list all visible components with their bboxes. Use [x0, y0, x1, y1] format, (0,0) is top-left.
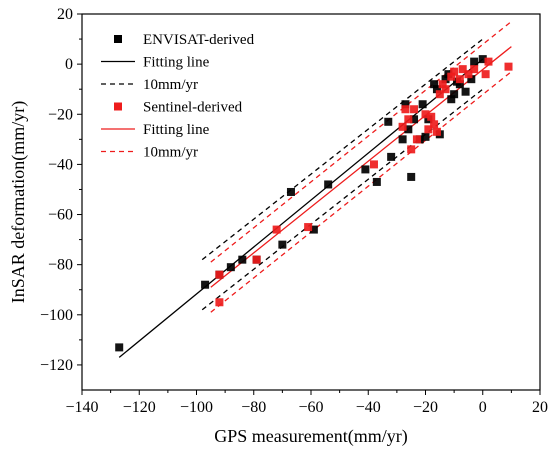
band-line-2-lower [201, 88, 484, 311]
data-point-s3-17 [435, 90, 444, 99]
x-tick-label: −80 [241, 399, 266, 416]
data-point-s0-15 [401, 100, 410, 109]
y-tick-label: −80 [48, 257, 73, 274]
data-point-s3-10 [410, 105, 419, 114]
legend-label-5: 10mm/yr [143, 145, 198, 161]
data-point-s0-24 [432, 85, 441, 94]
data-point-s0-0 [115, 343, 124, 352]
legend: ENVISAT-derived Fitting line 10mm/yr Sentin… [101, 32, 255, 161]
data-point-s0-26 [441, 75, 450, 84]
x-tick-label: −120 [123, 399, 156, 416]
data-point-s3-28 [504, 62, 513, 71]
data-point-s3-20 [447, 72, 456, 81]
legend-label-1: Fitting line [143, 55, 210, 71]
y-tick-label: −60 [48, 207, 73, 224]
x-tick-label: −40 [356, 399, 381, 416]
data-point-s3-7 [401, 105, 410, 114]
data-point-s0-33 [467, 75, 476, 84]
band-line-5-upper [210, 21, 512, 263]
data-point-s0-17 [407, 172, 416, 181]
data-point-s0-13 [387, 152, 396, 161]
x-tick-label: −20 [413, 399, 438, 416]
fitting-line-4 [210, 46, 512, 288]
plot-layer [115, 21, 513, 358]
data-point-s0-31 [455, 80, 464, 89]
data-point-s3-21 [450, 67, 459, 76]
data-point-s0-14 [398, 135, 407, 144]
data-point-s0-32 [461, 87, 470, 96]
data-point-s3-19 [441, 85, 450, 94]
legend-marker-3 [114, 102, 122, 111]
data-point-s3-8 [404, 115, 413, 124]
legend-label-3: Sentinel-derived [143, 100, 243, 116]
data-point-s3-9 [407, 145, 416, 154]
data-point-s3-11 [412, 135, 421, 144]
y-tick-label: −40 [48, 156, 73, 173]
data-point-s0-9 [324, 180, 333, 189]
data-point-s3-25 [470, 65, 479, 74]
y-tick-label: −120 [40, 357, 73, 374]
x-tick-label: −140 [65, 399, 98, 416]
x-tick-label: −60 [298, 399, 323, 416]
y-tick-label: −100 [40, 307, 73, 324]
data-point-s0-10 [361, 165, 370, 174]
y-tick-label: 0 [65, 56, 73, 73]
data-point-s0-3 [226, 263, 235, 272]
data-point-s0-6 [278, 240, 287, 249]
data-point-s0-4 [238, 255, 247, 264]
data-point-s0-28 [447, 95, 456, 104]
x-axis-title: GPS measurement(mm/yr) [214, 426, 407, 447]
x-tick-label: 20 [532, 399, 548, 416]
data-point-s3-27 [484, 57, 493, 66]
band-line-5-lower [210, 71, 512, 313]
data-point-s3-13 [424, 125, 433, 134]
data-point-s3-18 [438, 80, 447, 89]
data-point-s3-5 [369, 160, 378, 169]
x-tick-label: −100 [180, 399, 213, 416]
data-point-s3-15 [430, 120, 439, 129]
axes-layer: −140 −120 −100 −80 −60 −40 −20 0 20 −120 −100 −80 −6… [40, 6, 548, 416]
legend-label-2: 10mm/yr [143, 77, 198, 93]
data-point-s0-23 [430, 80, 439, 89]
data-point-s0-11 [372, 177, 381, 186]
data-point-s0-7 [286, 187, 295, 196]
data-point-s3-6 [398, 122, 407, 131]
band-line-2-upper [201, 38, 484, 261]
data-point-s3-22 [455, 75, 464, 84]
data-point-s0-18 [410, 115, 419, 124]
data-point-s3-24 [464, 70, 473, 79]
data-point-s0-29 [450, 90, 459, 99]
data-point-s0-35 [478, 55, 487, 64]
data-point-s3-3 [272, 225, 281, 234]
y-tick-label: −20 [48, 106, 73, 123]
data-point-s3-1 [215, 270, 224, 279]
data-point-s0-8 [309, 225, 318, 234]
data-point-s3-0 [215, 298, 224, 307]
data-point-s0-34 [470, 57, 479, 66]
legend-label-0: ENVISAT-derived [143, 32, 255, 48]
data-point-s3-14 [427, 112, 436, 121]
data-point-s3-2 [252, 255, 261, 264]
data-point-s3-23 [458, 65, 467, 74]
data-point-s0-1 [201, 280, 210, 289]
y-axis-title: InSAR deformation(mm/yr) [8, 101, 29, 303]
legend-marker-0 [114, 35, 122, 43]
data-point-s3-16 [432, 127, 441, 136]
y-tick-label: 20 [57, 6, 73, 23]
legend-label-4: Fitting line [143, 122, 210, 138]
data-point-s3-26 [481, 70, 490, 79]
data-point-s0-20 [418, 100, 427, 109]
x-tick-label: 0 [479, 399, 487, 416]
data-point-s3-12 [421, 110, 430, 119]
data-point-s3-4 [304, 223, 313, 232]
fitting-line-1 [118, 58, 484, 358]
data-point-s0-21 [421, 132, 430, 141]
data-point-s0-16 [404, 125, 413, 134]
data-point-s0-12 [384, 117, 393, 126]
